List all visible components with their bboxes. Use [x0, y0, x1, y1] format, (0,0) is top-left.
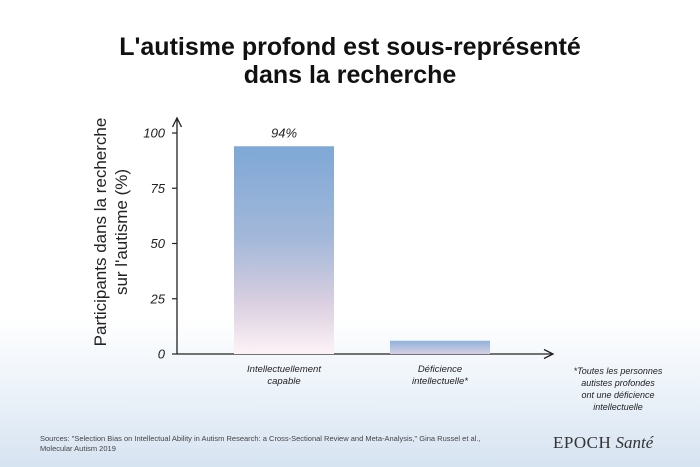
y-tick-label: 25 [150, 291, 166, 306]
bar-data-label: 94% [271, 125, 297, 140]
y-tick-label: 50 [151, 236, 166, 251]
x-tick-label: intellectuelle* [412, 376, 468, 387]
x-axis-arrow [543, 348, 555, 360]
y-tick-label: 75 [151, 181, 166, 196]
footnote-line: *Toutes les personnes [573, 366, 663, 376]
bar [234, 146, 334, 354]
y-tick-label: 100 [143, 126, 165, 141]
chart-title-line-2: dans la recherche [243, 61, 457, 89]
chart-title-line-1: L'autisme profond est sous-représenté [119, 33, 581, 61]
logo-section: Santé [615, 433, 654, 452]
y-axis-arrow [171, 116, 183, 128]
x-tick-label: capable [267, 376, 300, 387]
footnote-line: intellectuelle [593, 402, 643, 412]
y-tick-label: 0 [158, 347, 166, 362]
logo-brand: EPOCH [553, 433, 612, 452]
bar [390, 340, 490, 354]
sources-text: Sources: "Selection Bias on Intellectual… [40, 434, 481, 453]
chart-title: L'autisme profond est sous-représenté da… [0, 33, 700, 89]
footnote: *Toutes les personnes autistes profondes… [556, 365, 680, 413]
epoch-sante-logo: EPOCH Santé [553, 433, 653, 453]
footnote-line: autistes profondes [581, 378, 655, 388]
x-tick-label: Intellectuellement [247, 364, 321, 375]
footnote-line: ont une déficience [581, 390, 655, 400]
x-tick-label: Déficience [418, 364, 462, 375]
